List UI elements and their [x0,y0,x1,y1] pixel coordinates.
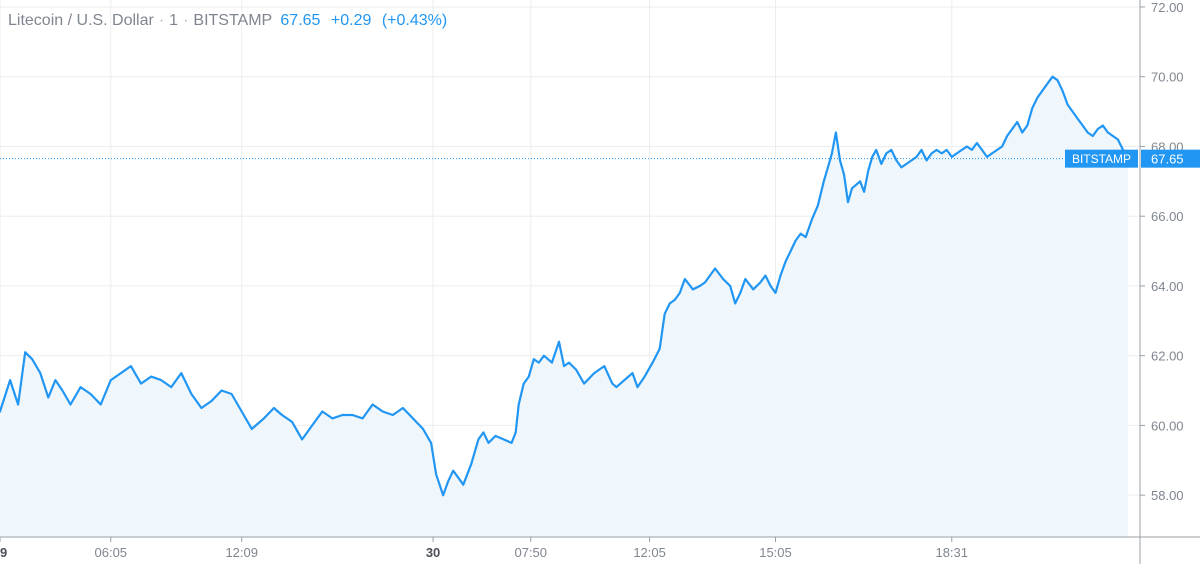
price-area-fill [0,76,1128,537]
time-tick-label: 07:50 [514,545,547,560]
time-tick-label: 30 [426,545,440,560]
price-tick-label: 72.00 [1151,0,1184,15]
price-label-exchange-bg [1065,149,1138,168]
price-tick-label: 66.00 [1151,209,1184,224]
last-price-label: BITSTAMP 67.65 [1065,149,1200,168]
price-tick-label: 60.00 [1151,418,1184,433]
price-tick-label: 70.00 [1151,70,1184,85]
price-label-value: 67.65 [1151,152,1184,167]
time-tick-label: 18:31 [935,545,968,560]
time-axis[interactable]: 29 06:05 12:09 30 07:50 12:05 15:05 18:31 [0,537,968,560]
price-tick-label: 64.00 [1151,279,1184,294]
price-tick-label: 62.00 [1151,349,1184,364]
price-tick-label: 58.00 [1151,488,1184,503]
time-tick-label: 29 [0,545,7,560]
time-tick-label: 12:09 [225,545,258,560]
price-label-exchange: BITSTAMP [1072,152,1131,166]
time-tick-label: 06:05 [95,545,128,560]
price-label-value-bg [1141,149,1200,168]
time-tick-label: 12:05 [633,545,666,560]
time-tick-label: 15:05 [759,545,792,560]
price-line [0,75,1130,497]
